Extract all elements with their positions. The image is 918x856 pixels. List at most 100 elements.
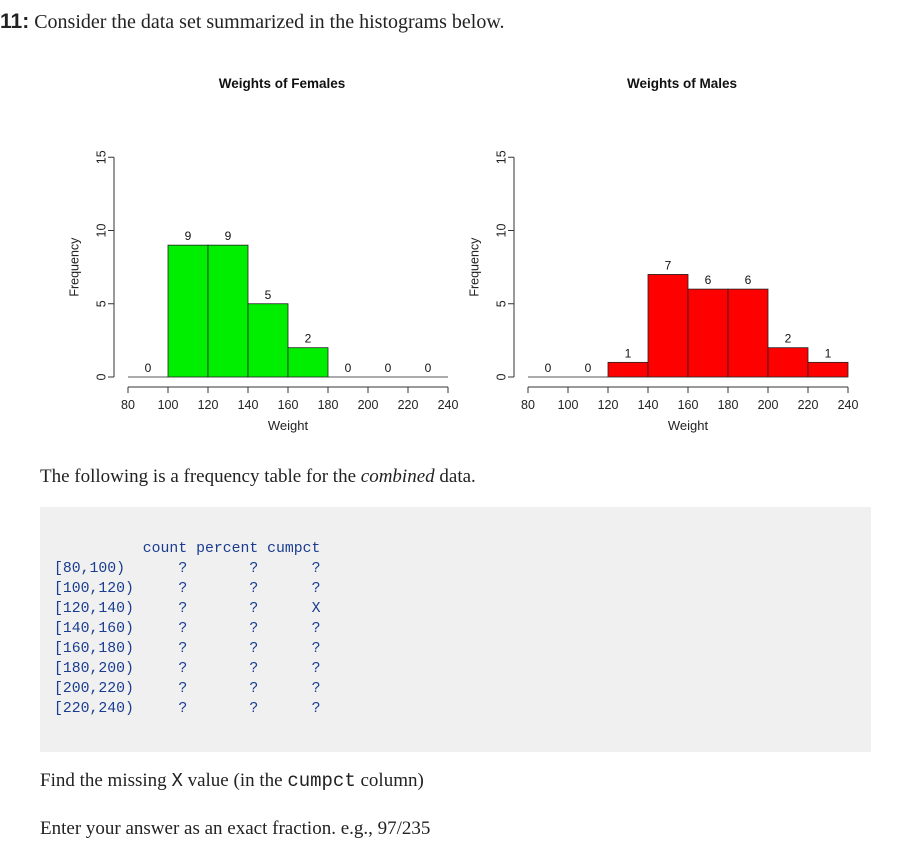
y-tick-label: 0 (494, 373, 508, 380)
y-tick-label: 15 (494, 150, 508, 164)
y-tick-label: 10 (494, 224, 508, 238)
table-cell-cumpct: ? (311, 661, 321, 677)
table-row-interval: [180,200) (54, 661, 143, 677)
x-axis-label: Weight (268, 418, 309, 433)
table-row-interval: [160,180) (54, 641, 143, 657)
find-before: Find the missing (40, 770, 172, 791)
find-text: Find the missing X value (in the cumpct … (40, 770, 424, 792)
table-cell-percent: ? (249, 701, 259, 717)
bar-value-label: 9 (185, 229, 192, 243)
x-tick-label: 220 (798, 398, 819, 412)
x-tick-label: 140 (238, 398, 259, 412)
find-column-code: cumpct (287, 770, 356, 792)
histogram-bar (207, 244, 249, 378)
x-tick-label: 120 (198, 398, 219, 412)
intro-before: The following is a frequency table for t… (40, 466, 361, 487)
table-cell-percent: ? (249, 661, 259, 677)
table-cell-count: ? (178, 701, 188, 717)
bar-value-label: 5 (265, 288, 272, 302)
question-text: Consider the data set summarized in the … (34, 11, 505, 33)
table-row-interval: [140,160) (54, 621, 143, 637)
table-cell-percent: ? (249, 601, 259, 617)
histogram-bar (647, 274, 689, 378)
y-axis-label: Frequency (467, 237, 481, 297)
histogram-bar (807, 361, 849, 378)
y-tick-label: 15 (94, 150, 108, 164)
bar-value-label: 0 (425, 361, 432, 375)
bar-value-label: 0 (145, 361, 152, 375)
x-tick-label: 80 (121, 398, 135, 412)
table-cell-cumpct: X (311, 601, 321, 617)
bar-value-label: 0 (585, 361, 592, 375)
table-cell-cumpct: ? (311, 681, 321, 697)
histogram-bar (727, 288, 769, 378)
frequency-table-box: count percent cumpct [80,100) ? ? ? [100… (40, 507, 871, 752)
table-cell-count: ? (178, 601, 188, 617)
x-tick-label: 200 (758, 398, 779, 412)
histogram-bar (607, 361, 649, 378)
table-row-interval: [80,100) (54, 561, 143, 577)
table-cell-percent: ? (249, 561, 259, 577)
table-cell-count: ? (178, 561, 188, 577)
intro-text: The following is a frequency table for t… (40, 466, 476, 488)
table-cell-count: ? (178, 681, 188, 697)
x-tick-label: 160 (278, 398, 299, 412)
x-tick-label: 140 (638, 398, 659, 412)
y-tick-label: 10 (94, 224, 108, 238)
chart-title: Weights of Females (219, 76, 346, 91)
x-tick-label: 160 (678, 398, 699, 412)
x-tick-label: 240 (438, 398, 459, 412)
histogram-bar (167, 244, 209, 378)
table-header-percent: percent (196, 541, 259, 557)
x-tick-label: 80 (521, 398, 535, 412)
bar-value-label: 1 (825, 346, 832, 360)
x-tick-label: 180 (318, 398, 339, 412)
histogram-bar (287, 347, 329, 378)
table-cell-cumpct: ? (311, 621, 321, 637)
y-axis-label: Frequency (67, 237, 81, 297)
table-row-interval: [200,220) (54, 681, 143, 697)
find-after: column) (355, 770, 424, 791)
females-histogram: Weights of Females 0 5 10 15 Frequency 0 9 9 5 20 0… (67, 76, 459, 433)
x-axis-label: Weight (668, 418, 709, 433)
x-tick-label: 120 (598, 398, 619, 412)
intro-after: data. (434, 466, 476, 487)
table-cell-cumpct: ? (311, 581, 321, 597)
y-tick-label: 5 (94, 300, 108, 307)
table-header-count: count (142, 541, 188, 557)
bar-value-label: 0 (385, 361, 392, 375)
y-tick-label: 5 (494, 300, 508, 307)
bar-value-label: 1 (625, 346, 632, 360)
question-header: 11: Consider the data set summarized in … (0, 10, 504, 34)
table-cell-percent: ? (249, 621, 259, 637)
bar-value-label: 7 (665, 258, 672, 272)
bar-value-label: 6 (745, 273, 752, 287)
histogram-bar (687, 288, 729, 378)
table-cell-cumpct: ? (311, 701, 321, 717)
find-variable: X (171, 770, 183, 792)
bar-value-label: 6 (705, 273, 712, 287)
table-row-interval: [220,240) (54, 701, 143, 717)
histogram-bar (767, 347, 809, 378)
bar-value-label: 0 (345, 361, 352, 375)
histogram-bar (247, 303, 289, 378)
bar-value-label: 2 (785, 332, 792, 346)
table-cell-percent: ? (249, 641, 259, 657)
instruction-text: Enter your answer as an exact fraction. … (40, 818, 431, 839)
bar-value-label: 0 (545, 361, 552, 375)
frequency-table: count percent cumpct [80,100) ? ? ? [100… (54, 539, 320, 719)
table-cell-count: ? (178, 621, 188, 637)
x-tick-label: 240 (838, 398, 859, 412)
table-row-interval: [100,120) (54, 581, 143, 597)
table-cell-count: ? (178, 641, 188, 657)
y-tick-label: 0 (94, 373, 108, 380)
x-tick-label: 180 (718, 398, 739, 412)
bar-value-label: 9 (225, 229, 232, 243)
table-header-cumpct: cumpct (267, 541, 321, 557)
x-tick-label: 200 (358, 398, 379, 412)
x-tick-label: 220 (398, 398, 419, 412)
table-cell-cumpct: ? (311, 641, 321, 657)
x-tick-label: 100 (558, 398, 579, 412)
table-cell-percent: ? (249, 581, 259, 597)
